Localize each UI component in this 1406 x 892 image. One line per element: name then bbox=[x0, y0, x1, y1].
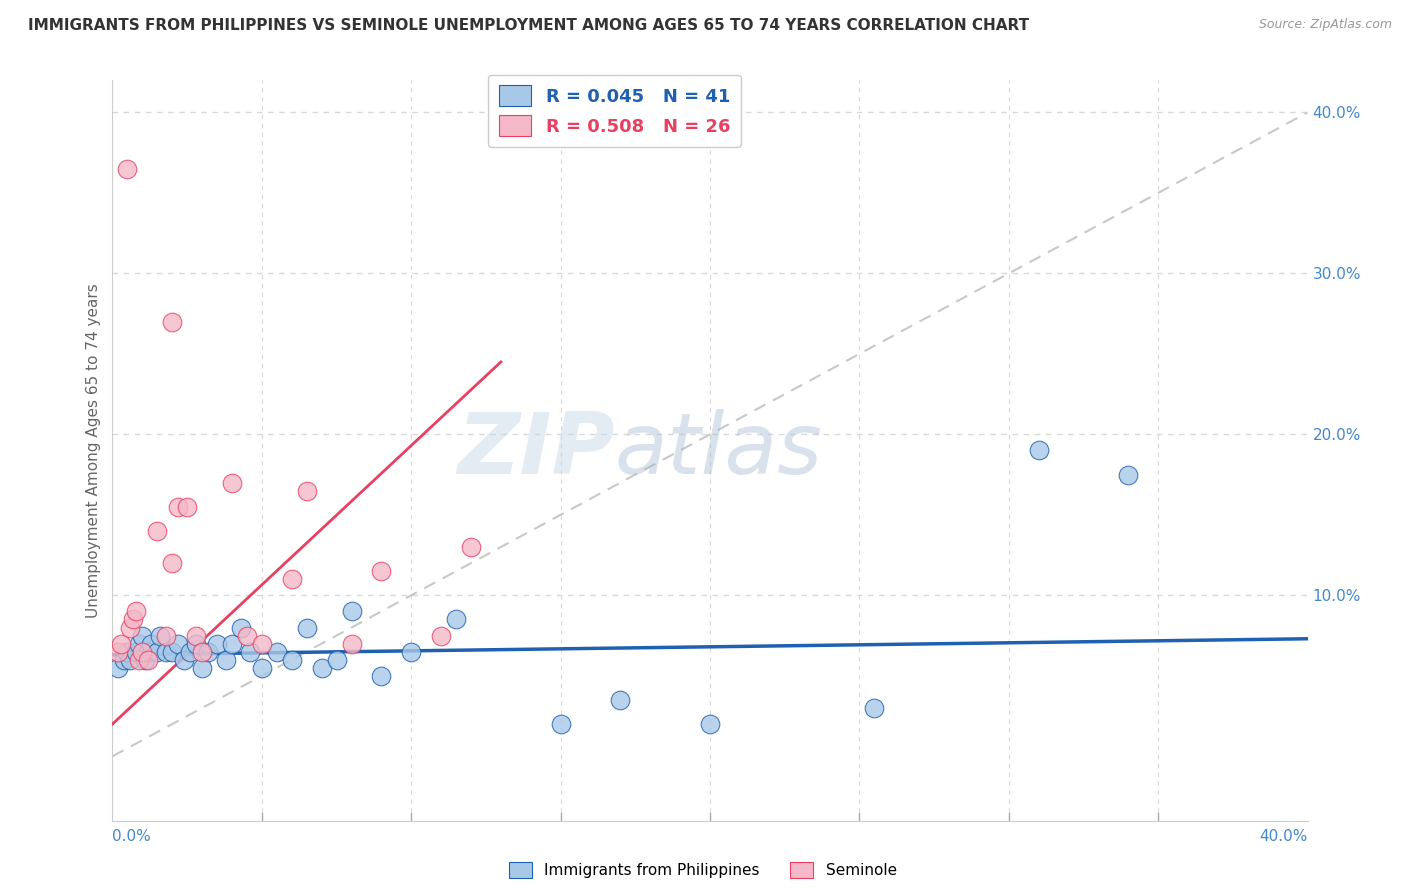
Point bbox=[197, 645, 219, 659]
Point bbox=[186, 637, 208, 651]
Point bbox=[141, 637, 163, 651]
Point bbox=[167, 637, 190, 651]
Point bbox=[325, 653, 347, 667]
Point bbox=[609, 693, 631, 707]
Point bbox=[162, 556, 183, 570]
Point bbox=[125, 604, 148, 618]
Point bbox=[295, 620, 318, 634]
Point bbox=[125, 645, 148, 659]
Text: 0.0%: 0.0% bbox=[112, 829, 152, 844]
Point bbox=[120, 620, 142, 634]
Point bbox=[114, 653, 135, 667]
Point bbox=[120, 653, 142, 667]
Point bbox=[215, 653, 238, 667]
Point bbox=[311, 661, 333, 675]
Point bbox=[162, 315, 183, 329]
Point bbox=[173, 653, 195, 667]
Point bbox=[1028, 443, 1050, 458]
Point bbox=[191, 645, 214, 659]
Text: ZIP: ZIP bbox=[457, 409, 614, 492]
Point bbox=[1118, 467, 1140, 482]
Point bbox=[107, 645, 129, 659]
Point bbox=[250, 637, 273, 651]
Point bbox=[117, 161, 139, 176]
Text: 40.0%: 40.0% bbox=[1260, 829, 1308, 844]
Point bbox=[281, 653, 304, 667]
Point bbox=[131, 645, 153, 659]
Point bbox=[460, 540, 482, 554]
Point bbox=[146, 524, 169, 538]
Text: Source: ZipAtlas.com: Source: ZipAtlas.com bbox=[1258, 18, 1392, 31]
Point bbox=[281, 572, 304, 586]
Point bbox=[191, 661, 214, 675]
Point bbox=[699, 717, 721, 731]
Text: atlas: atlas bbox=[614, 409, 823, 492]
Point bbox=[401, 645, 423, 659]
Point bbox=[444, 612, 467, 626]
Point bbox=[250, 661, 273, 675]
Point bbox=[229, 620, 252, 634]
Point bbox=[155, 628, 177, 642]
Point bbox=[239, 645, 262, 659]
Point bbox=[340, 637, 363, 651]
Point bbox=[128, 637, 150, 651]
Point bbox=[266, 645, 288, 659]
Point bbox=[550, 717, 572, 731]
Legend: Immigrants from Philippines, Seminole: Immigrants from Philippines, Seminole bbox=[503, 856, 903, 884]
Point bbox=[107, 661, 129, 675]
Point bbox=[179, 645, 201, 659]
Point bbox=[295, 483, 318, 498]
Point bbox=[122, 612, 145, 626]
Point bbox=[155, 645, 177, 659]
Text: IMMIGRANTS FROM PHILIPPINES VS SEMINOLE UNEMPLOYMENT AMONG AGES 65 TO 74 YEARS C: IMMIGRANTS FROM PHILIPPINES VS SEMINOLE … bbox=[28, 18, 1029, 33]
Point bbox=[128, 653, 150, 667]
Point bbox=[370, 564, 392, 578]
Point bbox=[236, 628, 259, 642]
Point bbox=[110, 637, 132, 651]
Point bbox=[167, 500, 190, 514]
Point bbox=[162, 645, 183, 659]
Point bbox=[863, 701, 886, 715]
Point bbox=[186, 628, 208, 642]
Point bbox=[131, 628, 153, 642]
Point bbox=[430, 628, 453, 642]
Legend: R = 0.045   N = 41, R = 0.508   N = 26: R = 0.045 N = 41, R = 0.508 N = 26 bbox=[488, 75, 741, 147]
Point bbox=[340, 604, 363, 618]
Point bbox=[146, 645, 169, 659]
Point bbox=[205, 637, 228, 651]
Point bbox=[149, 628, 172, 642]
Point bbox=[138, 645, 160, 659]
Point bbox=[134, 653, 156, 667]
Point bbox=[138, 653, 160, 667]
Point bbox=[176, 500, 198, 514]
Point bbox=[370, 669, 392, 683]
Y-axis label: Unemployment Among Ages 65 to 74 years: Unemployment Among Ages 65 to 74 years bbox=[86, 283, 101, 618]
Point bbox=[117, 645, 139, 659]
Point bbox=[221, 475, 243, 490]
Point bbox=[221, 637, 243, 651]
